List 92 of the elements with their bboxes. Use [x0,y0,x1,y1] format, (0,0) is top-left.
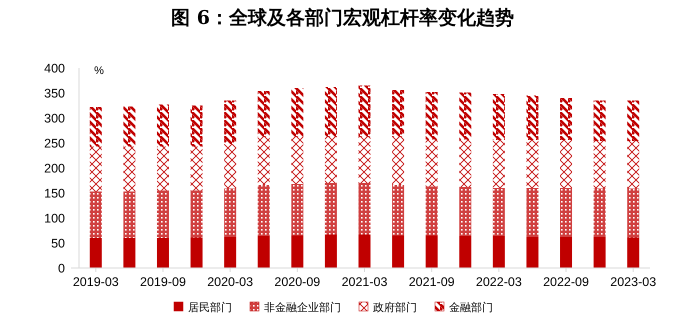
bar [324,87,337,136]
bar [392,236,404,268]
bar [358,86,370,136]
x-tick-label: 2022-09 [543,275,590,289]
legend-label: 居民部门 [188,301,232,314]
bar [224,188,236,237]
bar [560,140,572,188]
bar [224,237,236,268]
bar [392,185,404,236]
bar [560,237,572,268]
bar [492,236,505,268]
bar [123,146,136,192]
legend-label: 金融部门 [449,301,493,314]
bar [392,136,404,185]
bar [627,238,640,268]
x-tick-label: 2019-03 [72,275,119,289]
bar [627,141,640,188]
bar [392,90,404,136]
x-tick-label: 2021-03 [342,275,388,289]
bar [358,234,370,268]
bar [190,106,203,146]
bar [258,185,270,236]
bar [492,188,505,236]
bar [123,192,136,238]
bar [123,106,136,146]
bar [492,140,505,188]
bar [459,92,472,140]
x-tick-label: 2021-09 [408,275,455,289]
x-tick-label: 2022-03 [476,275,522,289]
bar [526,140,538,188]
bar [90,146,102,192]
bar [426,236,438,268]
bar [459,140,472,187]
bar [492,94,505,140]
x-tick-label: 2019-09 [140,275,186,289]
bar [594,188,606,237]
bar [156,190,169,238]
bar [459,236,472,268]
legend-label: 政府部门 [373,301,417,314]
y-tick-label: 150 [44,186,66,200]
bar [459,187,472,236]
x-tick-label: 2020-09 [274,275,320,289]
bar [90,238,102,268]
bar [358,183,370,234]
bar [190,146,203,190]
y-tick-label: 100 [44,212,66,226]
bar [258,91,270,136]
bar [426,140,438,186]
bar [90,107,102,146]
bar [324,234,337,268]
legend-label: 非金融企业部门 [264,301,341,314]
bar [190,190,203,238]
bar [560,98,572,140]
bar [291,236,304,268]
bar [627,100,640,141]
bar [291,88,304,136]
bar [594,237,606,268]
bar [324,183,337,234]
bar [258,136,270,185]
y-axis-title: % [94,65,104,77]
bar [594,100,606,141]
y-tick-label: 50 [51,236,66,250]
bar [224,144,236,188]
bar [594,141,606,188]
bar [560,188,572,237]
bar [156,104,169,146]
bar [258,236,270,268]
bar [324,136,337,183]
bar [156,238,169,268]
x-tick-label: 2023-03 [610,275,656,289]
bar [526,237,538,268]
bar [291,184,304,236]
y-tick-label: 350 [44,86,66,100]
bar [526,96,538,140]
bar [358,136,370,183]
bar [224,100,236,144]
y-tick-label: 400 [44,62,66,76]
y-tick-label: 0 [58,262,66,276]
y-tick-label: 250 [44,136,66,150]
bar [90,192,102,238]
chart-title: 图 6：全球及各部门宏观杠杆率变化趋势 [171,7,514,29]
bar [526,188,538,237]
bar [190,238,203,268]
bar [156,146,169,190]
y-tick-label: 200 [44,162,66,176]
y-tick-label: 300 [44,112,66,126]
bar [426,186,438,236]
bar [627,188,640,238]
x-tick-label: 2020-03 [207,275,254,289]
bar [426,92,438,140]
bar [123,238,136,268]
bar [291,136,304,184]
